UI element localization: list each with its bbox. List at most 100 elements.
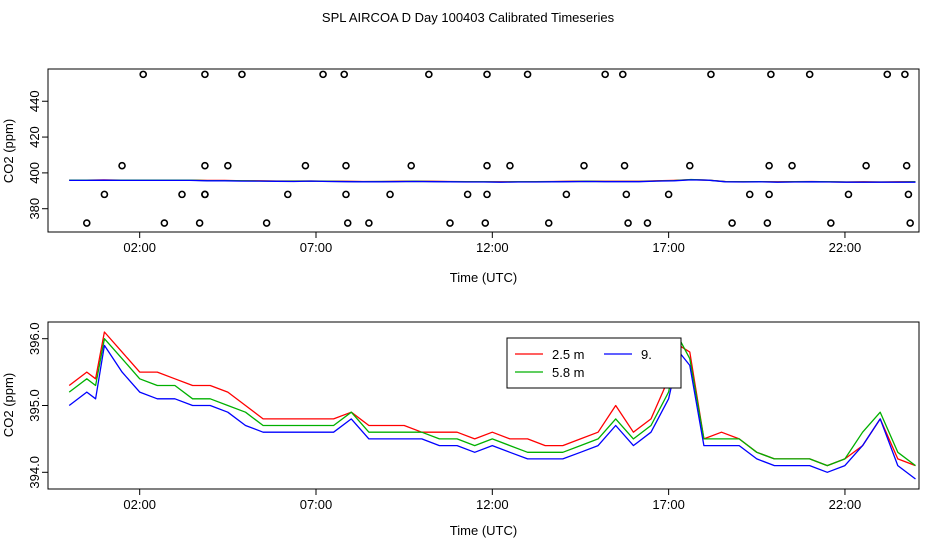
top-y-tick-label: 420 <box>27 126 42 148</box>
top-data-point <box>342 190 350 199</box>
top-data-point <box>745 190 754 199</box>
top-data-point <box>238 70 246 79</box>
top-data-point <box>707 70 715 79</box>
legend: 2.5 m 5.8 m 9. <box>506 337 682 389</box>
top-data-point <box>483 161 491 170</box>
bottom-x-tick-label: 17:00 <box>652 497 685 512</box>
top-series-line-2 <box>69 179 916 183</box>
top-data-point <box>160 219 169 227</box>
bottom-y-tick-label: 395.0 <box>27 389 42 422</box>
bottom-y-tick-label: 396.0 <box>27 322 42 355</box>
bottom-series-line-2 <box>68 344 916 480</box>
top-data-point <box>862 161 870 170</box>
top-data-point <box>195 219 204 227</box>
top-data-point <box>902 161 911 170</box>
top-scatter-points <box>82 70 914 227</box>
top-x-tick-label: 12:00 <box>476 240 509 255</box>
top-data-point <box>562 190 571 199</box>
top-y-tick-label: 440 <box>27 90 42 112</box>
top-data-point <box>463 190 472 199</box>
top-data-point <box>301 161 310 170</box>
top-data-point <box>446 219 454 227</box>
top-data-point <box>805 70 814 79</box>
top-data-point <box>620 161 629 170</box>
top-data-point <box>728 219 736 227</box>
top-data-point <box>340 70 349 79</box>
top-data-point <box>624 219 632 227</box>
top-y-tick-label: 380 <box>27 198 42 220</box>
top-data-point <box>386 190 394 199</box>
top-data-point <box>481 219 490 227</box>
top-data-point <box>201 190 209 199</box>
bottom-x-axis: 02:00 07:00 12:00 17:00 22:00 <box>123 489 861 512</box>
bottom-y-axis: 394.0 395.0 396.0 <box>27 322 48 489</box>
top-data-point <box>883 70 892 79</box>
legend-label-5-8m: 5.8 m <box>552 365 585 380</box>
bottom-x-tick-label: 02:00 <box>123 497 156 512</box>
top-data-point <box>365 219 373 227</box>
top-data-point <box>844 190 853 199</box>
top-data-point <box>901 70 909 79</box>
figure-title: SPL AIRCOA D Day 100403 Calibrated Times… <box>322 10 615 25</box>
top-x-axis-label: Time (UTC) <box>450 270 517 285</box>
top-data-point <box>788 161 796 170</box>
legend-label-9m: 9. <box>641 347 652 362</box>
top-data-point <box>906 219 914 227</box>
top-data-point <box>523 70 532 79</box>
top-data-point <box>407 161 416 170</box>
top-series-lines <box>69 178 916 183</box>
top-data-point <box>483 190 491 199</box>
top-x-tick-label: 07:00 <box>300 240 333 255</box>
top-y-axis: 380 400 420 440 <box>27 90 48 220</box>
top-data-point <box>100 190 109 199</box>
legend-label-2-5m: 2.5 m <box>552 347 585 362</box>
top-data-point <box>262 219 271 227</box>
top-data-point <box>483 70 491 79</box>
top-data-point <box>580 161 588 170</box>
top-data-point <box>506 161 514 170</box>
top-data-point <box>765 161 773 170</box>
bottom-y-tick-label: 394.0 <box>27 456 42 489</box>
top-data-point <box>622 190 631 199</box>
top-data-point <box>685 161 694 170</box>
bottom-panel: 02:00 07:00 12:00 17:00 22:00 394.0 395.0 396.… <box>1 321 920 538</box>
bottom-y-axis-label: CO2 (ppm) <box>1 373 16 437</box>
bottom-x-axis-label: Time (UTC) <box>450 523 517 538</box>
top-data-point <box>904 190 913 199</box>
bottom-x-tick-label: 22:00 <box>829 497 862 512</box>
top-x-axis: 02:00 07:00 12:00 17:00 22:00 <box>123 232 861 255</box>
top-x-tick-label: 02:00 <box>123 240 156 255</box>
top-data-point <box>82 219 91 227</box>
top-data-point <box>283 190 292 199</box>
top-data-point <box>201 70 209 79</box>
top-y-axis-label: CO2 (ppm) <box>1 119 16 183</box>
top-y-tick-label: 400 <box>27 162 42 184</box>
top-data-point <box>765 190 773 199</box>
top-data-point <box>618 70 627 79</box>
top-data-point <box>601 70 609 79</box>
top-data-point <box>342 161 350 170</box>
top-data-point <box>139 70 148 79</box>
top-data-point <box>643 219 652 227</box>
top-data-point <box>224 161 232 170</box>
bottom-series-lines <box>68 331 916 480</box>
top-x-tick-label: 22:00 <box>829 240 862 255</box>
top-panel: 02:00 07:00 12:00 17:00 22:00 380 400 420 440 T… <box>1 68 920 285</box>
top-plot-frame <box>47 68 920 233</box>
bottom-series-line-1 <box>68 338 916 467</box>
top-data-point <box>178 190 186 199</box>
top-x-tick-label: 17:00 <box>652 240 685 255</box>
top-data-point <box>544 219 553 227</box>
top-data-point <box>827 219 835 227</box>
bottom-x-tick-label: 12:00 <box>476 497 509 512</box>
bottom-plot-frame <box>47 321 920 490</box>
top-data-point <box>319 70 327 79</box>
top-data-point <box>767 70 775 79</box>
top-data-point <box>763 219 772 227</box>
top-data-point <box>664 190 673 199</box>
top-data-point <box>118 161 126 170</box>
bottom-x-tick-label: 07:00 <box>300 497 333 512</box>
legend-box <box>506 337 682 389</box>
top-data-point <box>201 161 209 170</box>
